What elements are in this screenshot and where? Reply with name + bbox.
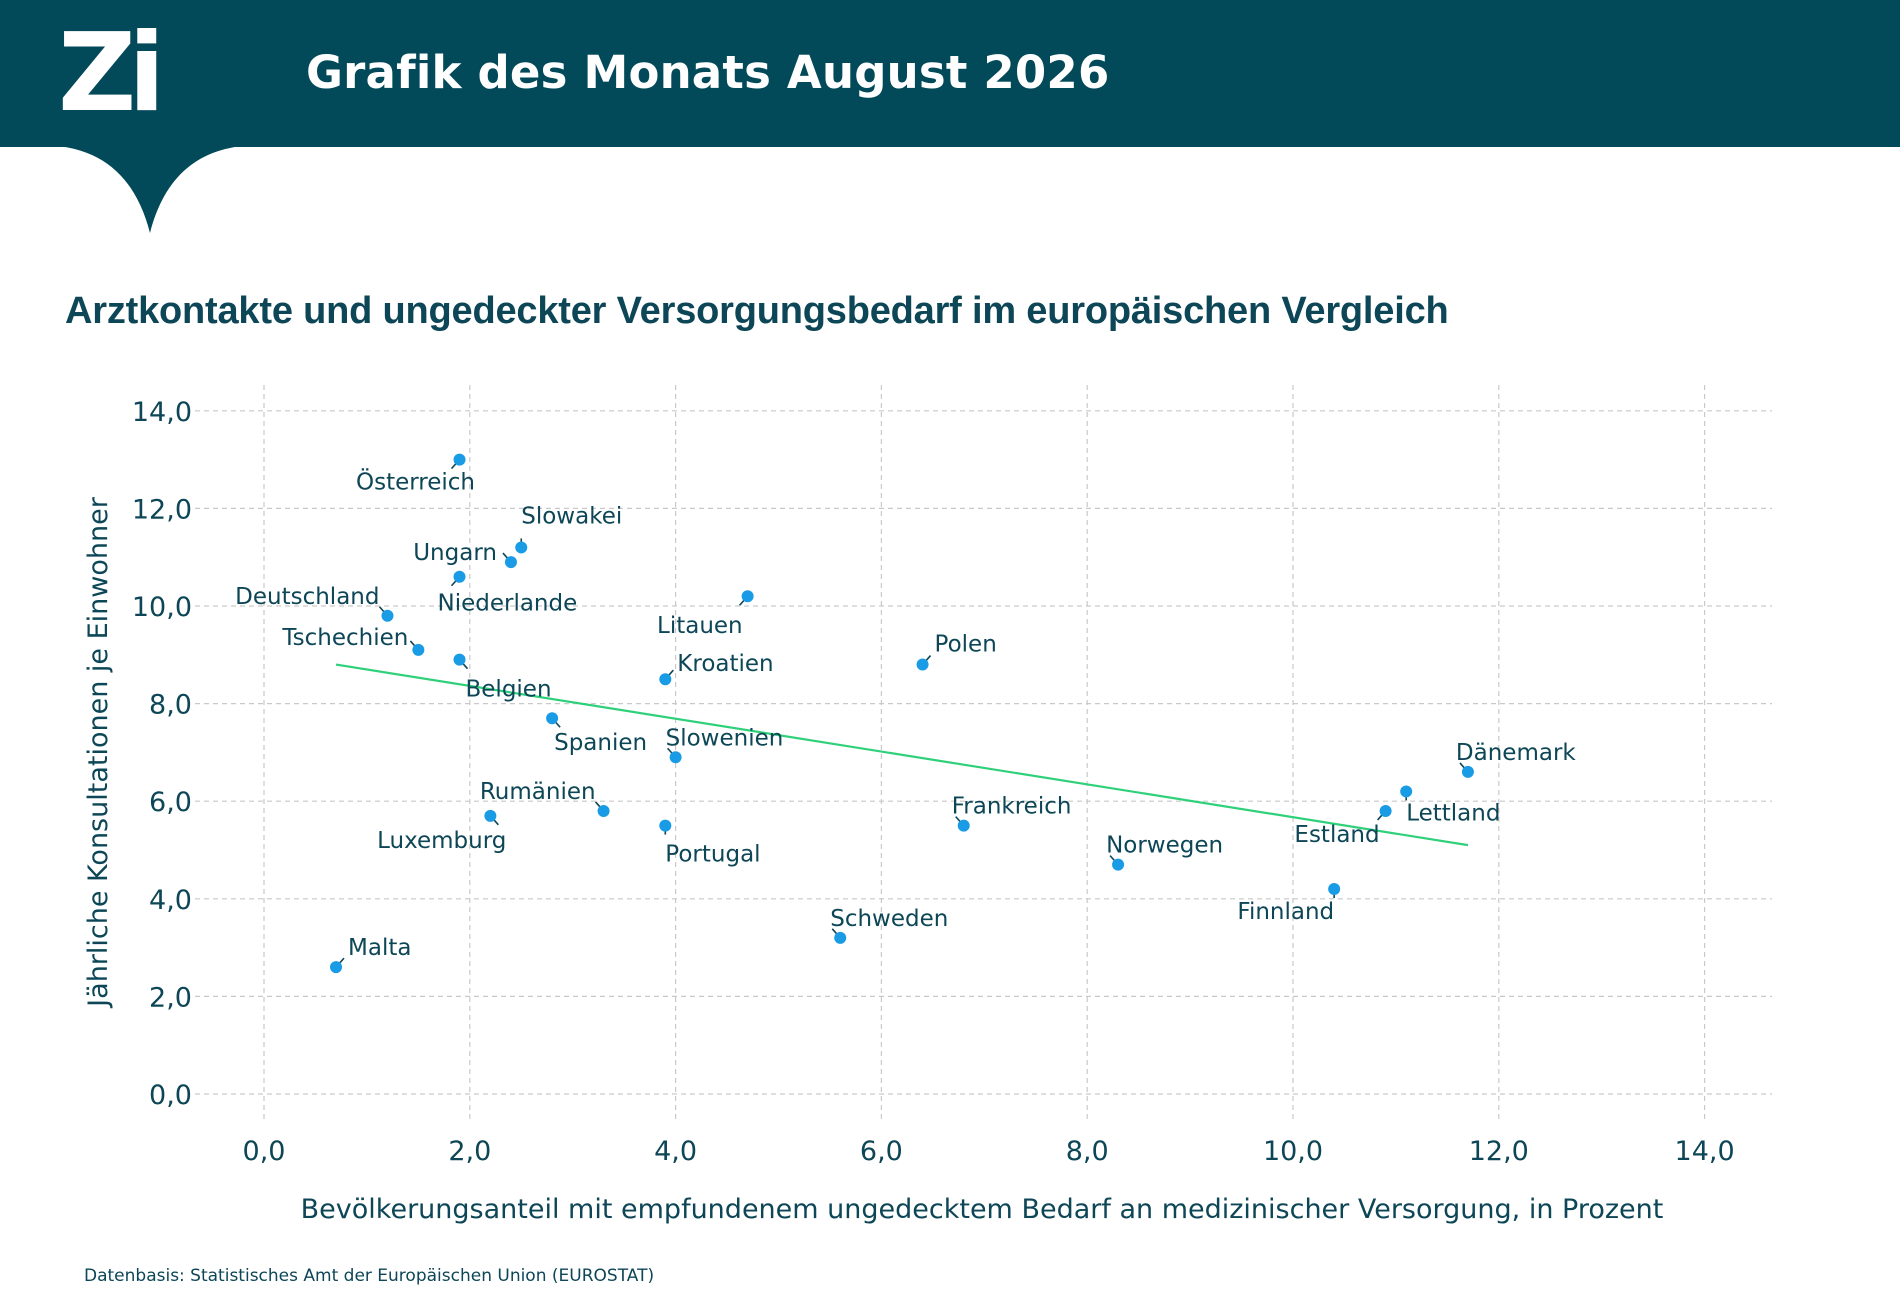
point-label: Finnland	[1237, 899, 1334, 925]
x-tick-label: 8,0	[1066, 1136, 1109, 1167]
chart-title: Arztkontakte und ungedeckter Versorgungs…	[65, 290, 1449, 332]
y-tick-label: 8,0	[149, 690, 192, 721]
data-points: Österreich Slowakei Ungarn Niederlande Deuts…	[235, 453, 1576, 974]
data-point-dänemark: Dänemark	[1456, 740, 1576, 778]
data-point-schweden: Schweden	[830, 906, 948, 944]
data-point-portugal: Portugal	[659, 819, 761, 868]
data-point-ungarn: Ungarn	[413, 540, 517, 569]
x-tick-label: 2,0	[448, 1136, 491, 1167]
point-marker	[453, 570, 466, 583]
point-label: Estland	[1294, 822, 1379, 848]
point-label: Schweden	[830, 906, 948, 932]
point-label: Portugal	[665, 842, 760, 868]
point-marker	[834, 931, 847, 944]
data-point-lettland: Lettland	[1400, 785, 1500, 826]
point-label: Slowenien	[666, 725, 784, 751]
trend-line	[335, 663, 1469, 847]
point-label: Niederlande	[438, 591, 578, 617]
data-point-frankreich: Frankreich	[952, 794, 1072, 832]
point-label: Österreich	[356, 468, 475, 496]
grid	[195, 385, 1772, 1120]
point-marker	[669, 751, 682, 764]
point-label: Kroatien	[677, 651, 773, 677]
data-point-slowenien: Slowenien	[666, 725, 784, 764]
point-label: Belgien	[466, 677, 552, 703]
point-label: Spanien	[554, 730, 647, 756]
point-label: Tschechien	[281, 625, 408, 651]
point-marker	[1112, 858, 1125, 871]
data-point-niederlande: Niederlande	[438, 570, 578, 617]
point-label: Rumänien	[480, 779, 596, 805]
x-tick-label: 0,0	[243, 1136, 286, 1167]
point-marker	[1328, 883, 1341, 896]
point-label: Dänemark	[1456, 740, 1576, 766]
tick-labels: 0,0 2,0 4,0 6,0 8,0 10,0 12,0 14,0 0,0 2,0 4,0 6,0 8…	[132, 397, 1735, 1167]
data-point-finnland: Finnland	[1237, 883, 1341, 925]
y-tick-label: 0,0	[149, 1080, 192, 1111]
source-note: Datenbasis: Statistisches Amt der Europä…	[84, 1266, 655, 1286]
y-tick-label: 12,0	[132, 494, 192, 525]
point-label: Frankreich	[952, 794, 1072, 820]
point-marker	[546, 712, 559, 725]
y-tick-label: 4,0	[149, 885, 192, 916]
data-point-estland: Estland	[1294, 804, 1392, 848]
data-point-kroatien: Kroatien	[659, 651, 774, 686]
point-marker	[916, 658, 929, 671]
data-point-österreich: Österreich	[356, 453, 475, 496]
zi-logo: Zi	[58, 11, 165, 136]
point-label: Luxemburg	[377, 828, 506, 854]
data-point-malta: Malta	[330, 935, 411, 974]
point-label: Slowakei	[521, 503, 622, 529]
point-marker	[1379, 804, 1392, 817]
point-label: Ungarn	[413, 540, 497, 566]
data-point-rumänien: Rumänien	[480, 779, 610, 817]
point-marker	[957, 819, 970, 832]
point-label: Lettland	[1406, 800, 1500, 826]
point-marker	[484, 809, 497, 822]
y-tick-label: 10,0	[132, 592, 192, 623]
y-tick-label: 2,0	[149, 982, 192, 1013]
data-point-polen: Polen	[916, 632, 997, 671]
y-tick-label: 14,0	[132, 397, 192, 428]
point-label: Deutschland	[235, 584, 379, 610]
point-marker	[1400, 785, 1413, 798]
data-point-luxemburg: Luxemburg	[377, 809, 506, 854]
data-point-litauen: Litauen	[657, 590, 754, 639]
data-point-belgien: Belgien	[453, 653, 552, 703]
x-tick-label: 4,0	[654, 1136, 697, 1167]
data-point-deutschland: Deutschland	[235, 584, 394, 622]
point-label: Polen	[935, 632, 997, 658]
y-axis-label: Jährliche Konsultationen je Einwohner	[83, 496, 114, 1009]
point-marker	[597, 804, 610, 817]
x-tick-label: 14,0	[1675, 1136, 1735, 1167]
point-marker	[741, 590, 754, 603]
point-marker	[659, 819, 672, 832]
x-tick-label: 12,0	[1469, 1136, 1529, 1167]
data-point-spanien: Spanien	[546, 712, 647, 756]
header-title: Grafik des Monats August 2026	[306, 46, 1110, 99]
x-tick-label: 6,0	[860, 1136, 903, 1167]
point-marker	[453, 653, 466, 666]
point-label: Litauen	[657, 613, 743, 639]
point-label: Malta	[348, 935, 411, 961]
point-marker	[504, 556, 517, 569]
point-marker	[453, 453, 466, 466]
logo-notch-shape	[0, 145, 260, 233]
point-marker	[1461, 765, 1474, 778]
x-tick-label: 10,0	[1263, 1136, 1323, 1167]
point-marker	[330, 961, 343, 974]
point-marker	[412, 643, 425, 656]
y-tick-label: 6,0	[149, 787, 192, 818]
data-point-tschechien: Tschechien	[281, 625, 425, 656]
header-bar: Zi Grafik des Monats August 2026	[0, 0, 1900, 147]
data-point-norwegen: Norwegen	[1106, 833, 1223, 871]
point-label: Norwegen	[1106, 833, 1223, 859]
trendline-group	[335, 663, 1469, 847]
x-axis-label: Bevölkerungsanteil mit empfundenem unged…	[301, 1194, 1664, 1225]
point-marker	[381, 609, 394, 622]
point-marker	[659, 673, 672, 686]
data-point-slowakei: Slowakei	[515, 503, 622, 554]
point-marker	[515, 541, 528, 554]
